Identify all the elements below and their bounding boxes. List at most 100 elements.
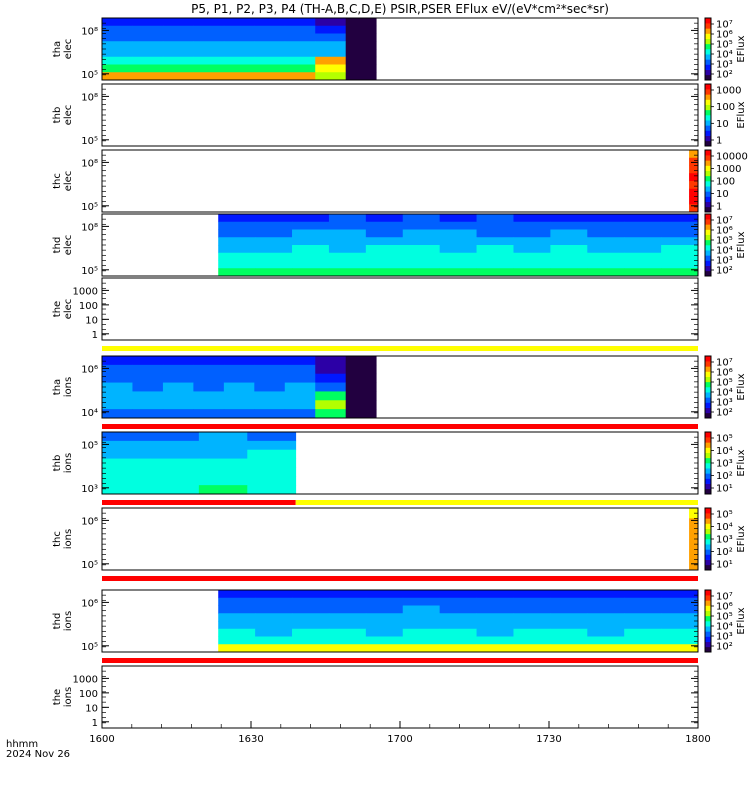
spectrogram-cell	[255, 644, 293, 653]
spectrogram-cell	[315, 391, 347, 401]
y-tick-label: 10⁸	[81, 158, 98, 169]
spectrogram-cell	[102, 356, 133, 366]
colorbar-segment	[705, 74, 711, 81]
colorbar-segment	[705, 234, 711, 241]
spectrogram-cell	[284, 56, 316, 65]
y-axis-label: elec	[63, 235, 74, 256]
colorbar-tick-label: 10	[716, 189, 729, 200]
spectrogram-cell	[315, 382, 347, 392]
spectrogram-cell	[218, 260, 256, 269]
colorbar-segment	[705, 366, 711, 372]
spectrogram-cell	[102, 33, 133, 42]
spectrogram-cell	[223, 49, 255, 58]
spectrogram-cell	[315, 33, 347, 42]
spectrogram-cell	[254, 49, 286, 58]
colorbar-frame	[704, 17, 712, 81]
spectrogram-cell	[365, 597, 404, 606]
spectrogram-cell	[624, 252, 662, 261]
spectrogram-cell	[587, 260, 625, 269]
spectrogram-cell	[550, 268, 588, 277]
spectrogram-cell	[328, 268, 367, 277]
spectrogram-cell	[284, 33, 316, 42]
y-tick-label: 100	[79, 689, 98, 700]
spectrogram-cell	[132, 33, 164, 42]
y-tick-label: 10⁶	[81, 516, 98, 527]
colorbar-tick-label: 10³	[716, 60, 733, 71]
spectrogram-cell	[292, 613, 330, 622]
colorbar-tick-label: 10⁶	[716, 602, 733, 613]
colorbar-tick-label: 100	[716, 102, 735, 113]
colorbar-segment	[705, 109, 711, 116]
spectrogram-cell	[513, 221, 551, 230]
spectrogram-cell	[328, 605, 367, 614]
spectrogram-cell	[402, 214, 441, 223]
spectrogram-cell	[255, 229, 293, 238]
spectrogram-cell	[284, 356, 316, 366]
colorbar-tick-label: 10²	[716, 642, 733, 653]
spectrogram-cell	[550, 252, 588, 261]
colorbar-segment	[705, 245, 711, 251]
spectrogram-cell	[476, 621, 514, 630]
spectrogram-cell	[513, 621, 551, 630]
colorbar-segment	[705, 381, 711, 388]
colorbar-segment	[705, 219, 711, 225]
spectrogram-cell	[218, 229, 256, 238]
colorbar-segment	[705, 463, 711, 469]
colorbar-segment	[705, 130, 711, 136]
spectrogram-cell	[315, 356, 347, 366]
spectrogram-cell	[402, 237, 441, 246]
y-tick-label: 10⁶	[81, 598, 98, 609]
y-axis-label: thc	[52, 531, 63, 547]
spectrogram-cell	[292, 245, 330, 254]
spectrogram-cell	[439, 221, 477, 230]
colorbar-tick-label: 10⁴	[716, 622, 733, 633]
spectrogram-cell	[247, 485, 297, 495]
colorbar-tick-label: 10⁴	[716, 246, 733, 257]
spectrogram-cell	[345, 25, 377, 34]
spectrogram-cell	[365, 260, 404, 269]
y-axis-label: ions	[63, 611, 74, 631]
colorbar-segment	[705, 214, 711, 220]
spectrogram-cell	[162, 64, 194, 73]
spectrogram-cell	[345, 400, 377, 410]
spectrogram-cell	[365, 590, 404, 599]
spectrogram-cell	[102, 25, 133, 34]
colorbar-segment	[705, 631, 711, 637]
spectrogram-cell	[223, 72, 255, 81]
spectrogram-cell	[132, 64, 164, 73]
spectrogram-cell	[150, 467, 200, 477]
spectrogram-cell	[439, 597, 477, 606]
spectrogram-cell	[223, 33, 255, 42]
spectrogram-cell	[328, 597, 367, 606]
y-tick-label: 1000	[73, 286, 98, 297]
spectrogram-cell	[284, 409, 316, 419]
spectrogram-cell	[439, 214, 477, 223]
spectrogram-cell	[292, 221, 330, 230]
spectrogram-cell	[550, 221, 588, 230]
colorbar-segment	[705, 356, 711, 362]
colorbar-segment	[705, 615, 711, 622]
spectrogram-cell	[439, 237, 477, 246]
y-tick-label: 10⁵	[81, 202, 98, 213]
spectrogram-cell	[218, 597, 256, 606]
colorbar-segment	[705, 38, 711, 45]
colorbar-segment	[705, 99, 711, 105]
spectrogram-cell	[624, 621, 662, 630]
spectrogram-cell	[292, 214, 330, 223]
spectrogram-cell	[365, 237, 404, 246]
spectrogram-cell	[365, 252, 404, 261]
spectrogram-cell	[255, 214, 293, 223]
spectrogram-cell	[132, 41, 164, 50]
spectrogram-cell	[402, 605, 441, 614]
plot-frame	[101, 83, 699, 147]
spectrogram-cell	[402, 268, 441, 277]
spectrogram-cell	[345, 72, 377, 81]
spectrogram-cell	[193, 41, 225, 50]
colorbar-segment	[705, 473, 711, 479]
spectrogram-cell	[102, 400, 133, 410]
y-tick-label: 10⁵	[81, 136, 98, 147]
spectrogram-cell	[132, 391, 164, 401]
y-tick-label: 10⁴	[81, 408, 98, 419]
spectrogram-cell	[365, 621, 404, 630]
